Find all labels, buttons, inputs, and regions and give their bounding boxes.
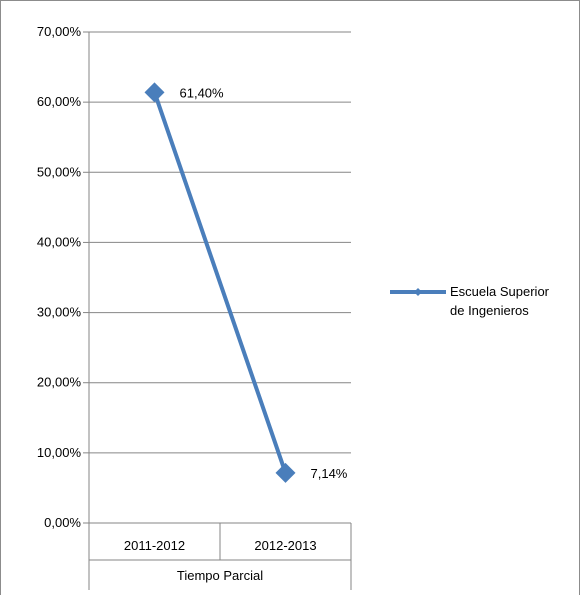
y-tick-label: 60,00% <box>37 94 82 109</box>
y-tick-label: 10,00% <box>37 445 82 460</box>
series-escuela-superior: 61,40% 7,14% <box>144 82 348 483</box>
x-axis-group-label: Tiempo Parcial <box>177 568 263 583</box>
y-tick-label: 40,00% <box>37 234 82 249</box>
data-label: 61,40% <box>180 85 225 100</box>
gridlines <box>89 31 351 454</box>
data-point-marker <box>144 82 165 103</box>
legend-label: de Ingenieros <box>450 303 529 318</box>
y-tick-label: 20,00% <box>37 375 82 390</box>
data-point-marker <box>275 462 296 483</box>
x-axis-categories: 2011-2012 2012-2013 <box>124 538 317 553</box>
legend-label: Escuela Superior <box>450 284 550 299</box>
legend-marker <box>414 288 422 296</box>
y-tick-label: 50,00% <box>37 164 82 179</box>
y-tick-label: 70,00% <box>37 24 82 39</box>
y-tick-label: 30,00% <box>37 305 82 320</box>
data-label: 7,14% <box>311 466 348 481</box>
series-line <box>152 91 288 474</box>
x-category-label: 2012-2013 <box>254 538 316 553</box>
y-axis-ticks: 0,00% 10,00% 20,00% 30,00% 40,00% 50,00% 60,00… <box>37 24 82 530</box>
axes <box>83 31 352 590</box>
legend: Escuela Superior de Ingenieros <box>390 284 550 318</box>
y-tick-label: 0,00% <box>44 515 81 530</box>
x-category-label: 2011-2012 <box>124 538 185 553</box>
